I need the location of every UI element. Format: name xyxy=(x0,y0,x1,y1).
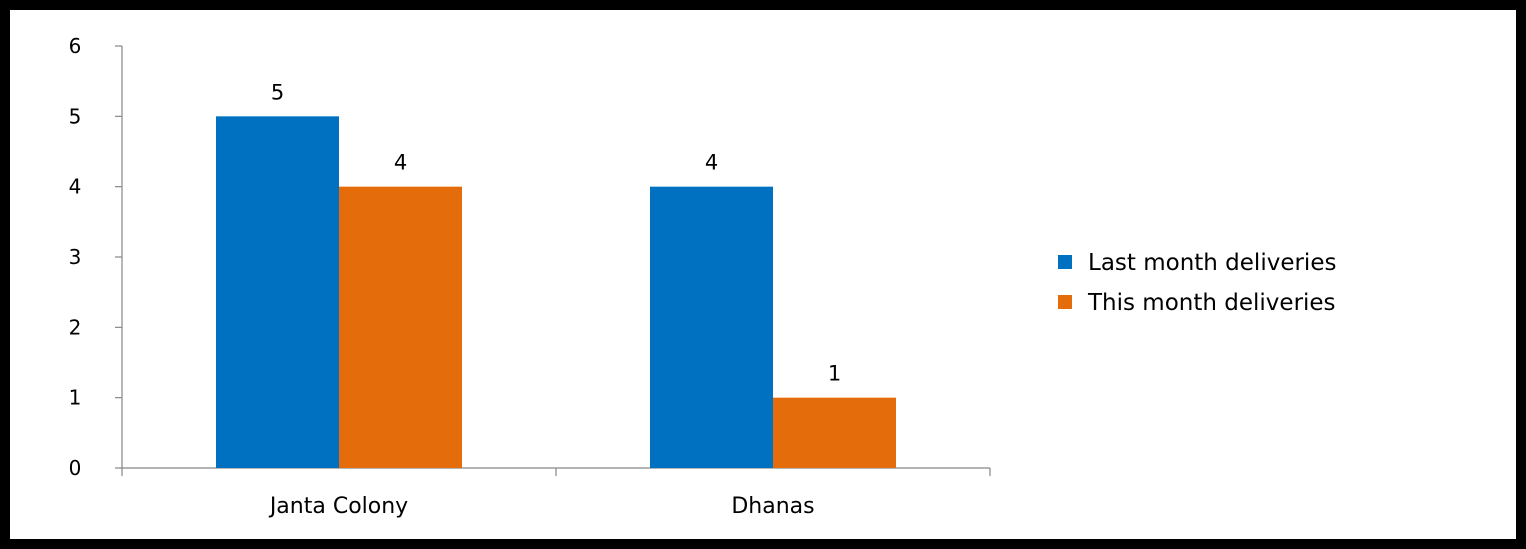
x-category-label: Dhanas xyxy=(731,494,814,519)
legend-swatch xyxy=(1058,295,1072,309)
y-axis: 0 1 2 3 4 5 6 xyxy=(69,34,123,480)
data-label: 5 xyxy=(271,80,284,104)
y-tick-label: 1 xyxy=(69,386,82,410)
y-tick-label: 3 xyxy=(69,245,82,269)
legend-label: Last month deliveries xyxy=(1088,250,1336,276)
x-axis: Janta Colony Dhanas xyxy=(121,467,991,519)
data-label: 4 xyxy=(394,151,407,175)
bar-dhanas-series-1 xyxy=(650,186,773,468)
y-tick-label: 0 xyxy=(69,456,82,480)
bar-dhanas-series-2 xyxy=(773,397,896,468)
y-tick-label: 2 xyxy=(69,315,82,339)
y-tick-label: 4 xyxy=(69,175,82,199)
bar-janta-colony-series-1 xyxy=(216,116,339,468)
data-label: 1 xyxy=(828,362,841,386)
x-category-label: Janta Colony xyxy=(268,494,408,519)
legend-swatch xyxy=(1058,255,1072,269)
y-tick-label: 6 xyxy=(69,34,82,58)
legend-label: This month deliveries xyxy=(1087,290,1336,316)
legend: Last month deliveries This month deliveri… xyxy=(1058,250,1336,316)
y-tick-label: 5 xyxy=(69,104,82,128)
bar-janta-colony-series-2 xyxy=(339,186,462,468)
data-label: 4 xyxy=(705,151,718,175)
bars: 5 4 4 1 xyxy=(216,80,896,468)
